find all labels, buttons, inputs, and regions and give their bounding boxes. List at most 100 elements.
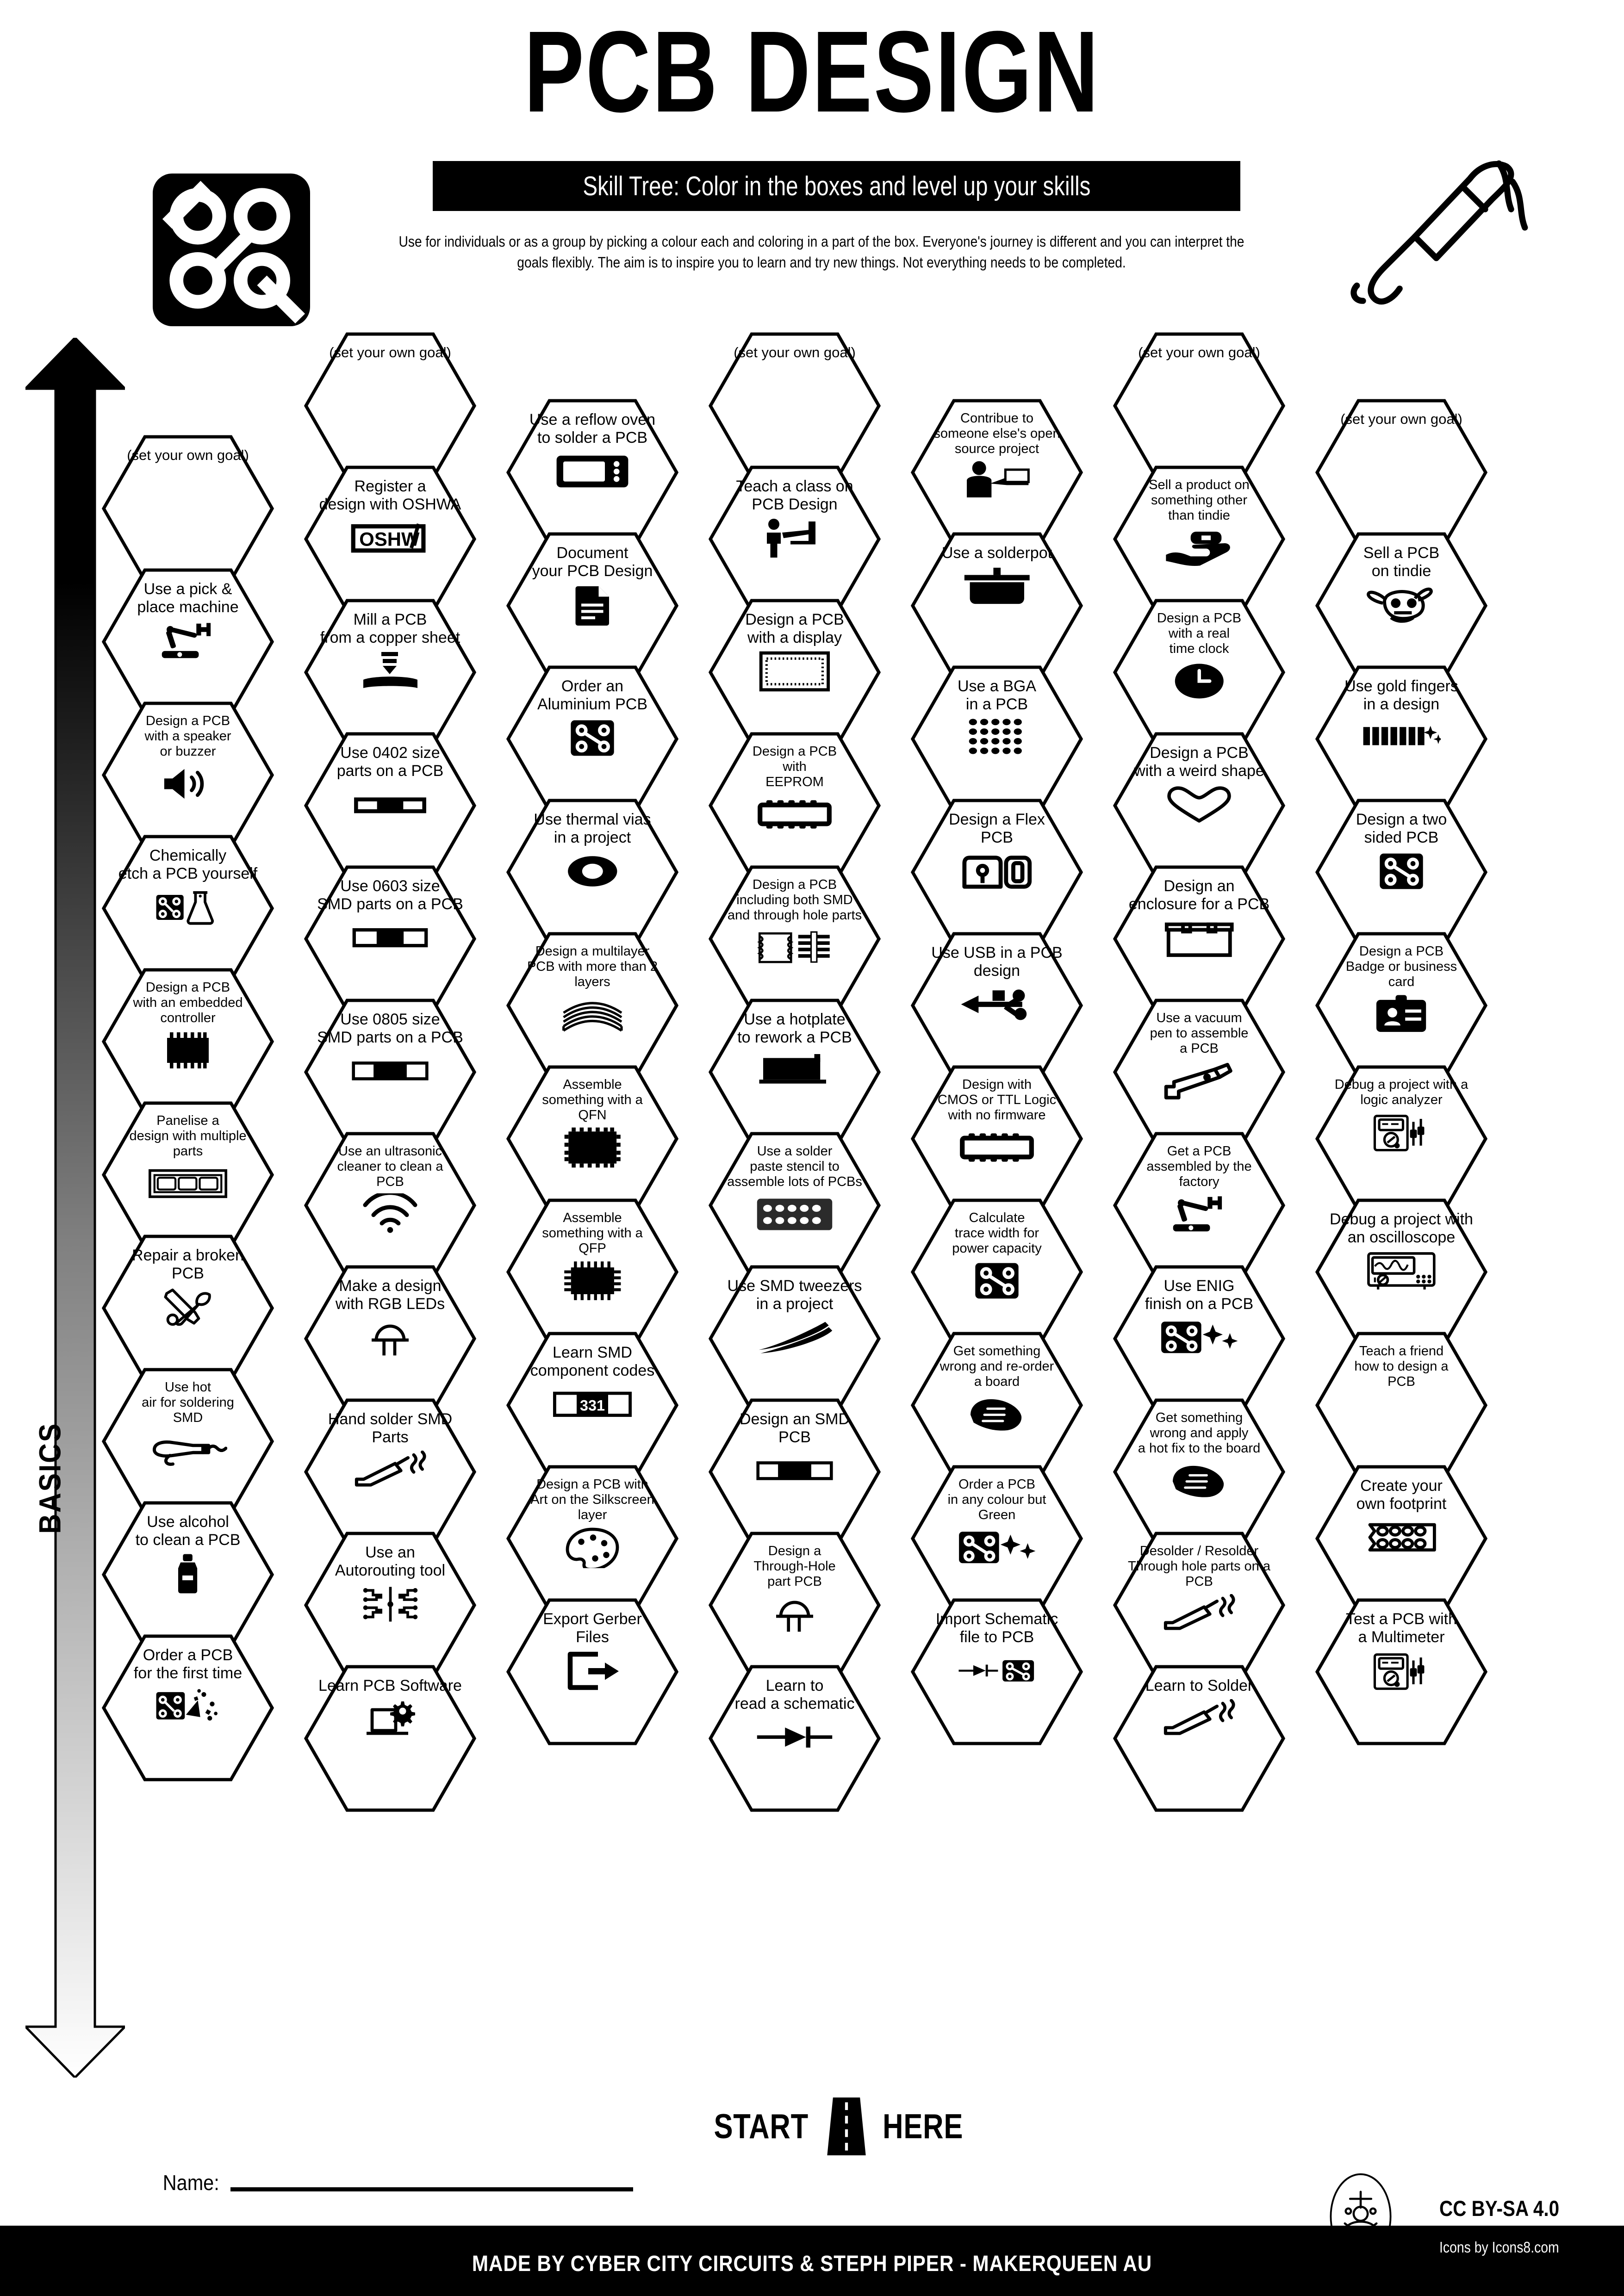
skill-hex-c1-r8[interactable]: Use hot air for soldering SMD: [102, 1368, 274, 1515]
hex-body: Design an SMD PCB: [712, 1408, 877, 1536]
resistor-331-icon: 331: [553, 1384, 632, 1425]
skill-hex-c1-r9[interactable]: Use alcohol to clean a PCB: [102, 1501, 274, 1648]
skill-hex-c5-r5[interactable]: Use USB in a PCB design: [911, 932, 1083, 1079]
skill-hex-c4-r7[interactable]: Use a solder paste stencil to assemble lot…: [709, 1132, 881, 1279]
skill-hex-c1-r1[interactable]: (set your own goal): [102, 435, 274, 582]
skill-hex-c7-r6[interactable]: Debug a project with a logic analyzer: [1315, 1065, 1487, 1212]
skill-hex-c4-r9[interactable]: Design an SMD PCB: [709, 1398, 881, 1545]
hex-label: Hand solder SMD Parts: [328, 1410, 453, 1446]
skill-hex-c6-r4[interactable]: Design a PCB with a weird shape: [1113, 732, 1285, 879]
smd-0805-icon: [351, 1050, 429, 1092]
skill-hex-c5-r10[interactable]: Import Schematic file to PCB: [911, 1598, 1083, 1745]
skill-hex-c4-r8[interactable]: Use SMD tweezers in a project: [709, 1265, 881, 1412]
skill-hex-c4-r11[interactable]: Learn to read a schematic: [709, 1665, 881, 1812]
skill-hex-c7-r10[interactable]: Test a PCB with a Multimeter: [1315, 1598, 1487, 1745]
skill-hex-c6-r5[interactable]: Design an enclosure for a PCB: [1113, 865, 1285, 1012]
skill-hex-c5-r6[interactable]: Design with CMOS or TTL Logic with no firm…: [911, 1065, 1083, 1212]
skill-hex-c6-r9[interactable]: Get something wrong and apply a hot fix to…: [1113, 1398, 1285, 1545]
skill-hex-c3-r2[interactable]: Document your PCB Design: [506, 532, 678, 679]
oshw-logo-icon: OSHW: [351, 517, 429, 559]
skill-hex-c4-r6[interactable]: Use a hotplate to rework a PCB: [709, 999, 881, 1146]
hex-label: Learn to Solder: [1145, 1677, 1253, 1694]
hex-body: Use a vacuum pen to assemble a PCB: [1117, 1008, 1282, 1136]
page-title: PCB DESIGN: [524, 7, 1100, 136]
skill-hex-c3-r9[interactable]: Design a PCB with Art on the Silkscreen la…: [506, 1465, 678, 1612]
skill-hex-c7-r4[interactable]: Design a two sided PCB: [1315, 799, 1487, 946]
solderpot-icon: [958, 566, 1036, 608]
skill-hex-c1-r6[interactable]: Panelise a design with multiple parts: [102, 1101, 274, 1248]
skill-hex-c4-r4[interactable]: Design a PCB with EEPROM: [709, 732, 881, 879]
skill-hex-c6-r10[interactable]: Desolder / Resolder Through hole parts on…: [1113, 1532, 1285, 1679]
skill-hex-c2-r9[interactable]: Hand solder SMD Parts: [304, 1398, 476, 1545]
skill-hex-c1-r7[interactable]: Repair a broken PCB: [102, 1235, 274, 1382]
hex-label: Teach a class on PCB Design: [736, 478, 853, 513]
skill-hex-c2-r3[interactable]: Mill a PCB from a copper sheet: [304, 599, 476, 746]
hex-body: Sell a product on something other than tin…: [1117, 475, 1282, 603]
skill-hex-c3-r6[interactable]: Assemble something with a QFN: [506, 1065, 678, 1212]
skill-hex-c6-r11[interactable]: Learn to Solder: [1113, 1665, 1285, 1812]
skill-hex-c5-r7[interactable]: Calculate trace width for power capacity: [911, 1198, 1083, 1346]
skill-hex-c2-r6[interactable]: Use 0805 size SMD parts on a PCB: [304, 999, 476, 1146]
hex-label: Use a reflow oven to solder a PCB: [529, 411, 656, 447]
skill-hex-c3-r4[interactable]: Use thermal vias in a project: [506, 799, 678, 946]
subtitle-banner: Skill Tree: Color in the boxes and level…: [433, 161, 1240, 211]
skill-hex-c7-r9[interactable]: Create your own footprint: [1315, 1465, 1487, 1612]
skill-hex-c6-r6[interactable]: Use a vacuum pen to assemble a PCB: [1113, 999, 1285, 1146]
skill-hex-c1-r3[interactable]: Design a PCB with a speaker or buzzer: [102, 701, 274, 849]
name-input-line[interactable]: [230, 2187, 634, 2191]
skill-hex-c7-r2[interactable]: Sell a PCB on tindie: [1315, 532, 1487, 679]
skill-hex-c5-r9[interactable]: Order a PCB in any colour but Green: [911, 1465, 1083, 1612]
skill-hex-c7-r1[interactable]: (set your own goal): [1315, 399, 1487, 546]
skill-hex-c5-r3[interactable]: Use a BGA in a PCB: [911, 665, 1083, 813]
skill-hex-c6-r2[interactable]: Sell a product on something other than tin…: [1113, 465, 1285, 613]
flex-pcb-icon: [958, 850, 1036, 892]
badge-icon: [1362, 993, 1441, 1035]
teacher-icon: [755, 517, 834, 559]
skill-hex-c3-r8[interactable]: Learn SMD component codes 331: [506, 1332, 678, 1479]
skill-hex-c3-r3[interactable]: Order an Aluminium PCB: [506, 665, 678, 813]
skill-hex-c2-r10[interactable]: Use an Autorouting tool: [304, 1532, 476, 1679]
skill-hex-c6-r1[interactable]: (set your own goal): [1113, 332, 1285, 479]
skill-hex-c7-r5[interactable]: Design a PCB Badge or business card: [1315, 932, 1487, 1079]
skill-hex-c4-r1[interactable]: (set your own goal): [709, 332, 881, 479]
oscilloscope-icon: [1362, 1250, 1441, 1292]
skill-hex-c5-r2[interactable]: Use a solderpot: [911, 532, 1083, 679]
skill-hex-c5-r1[interactable]: Contribue to someone else's open source pr…: [911, 399, 1083, 546]
skill-hex-c1-r5[interactable]: Design a PCB with an embedded controller: [102, 968, 274, 1115]
hex-label: Design a PCB with a speaker or buzzer: [144, 714, 231, 759]
skill-hex-c2-r11[interactable]: Learn PCB Software: [304, 1665, 476, 1812]
skill-hex-c3-r10[interactable]: Export Gerber Files: [506, 1598, 678, 1745]
hex-label: (set your own goal): [329, 344, 451, 360]
hex-label: Design with CMOS or TTL Logic with no firm…: [937, 1077, 1057, 1123]
skill-hex-c4-r2[interactable]: Teach a class on PCB Design: [709, 465, 881, 613]
hex-label: Design a PCB with an embedded controller: [133, 980, 243, 1026]
document-icon: [553, 584, 632, 626]
skill-hex-c4-r3[interactable]: Design a PCB with a display: [709, 599, 881, 746]
skill-hex-c4-r5[interactable]: Design a PCB including both SMD and throug…: [709, 865, 881, 1012]
skill-hex-c6-r3[interactable]: Design a PCB with a real time clock: [1113, 599, 1285, 746]
hex-body: Use an Autorouting tool: [308, 1541, 473, 1669]
skill-hex-c2-r7[interactable]: Use an ultrasonic cleaner to clean a PCB: [304, 1132, 476, 1279]
skill-hex-c6-r7[interactable]: Get a PCB assembled by the factory: [1113, 1132, 1285, 1279]
skill-hex-c2-r4[interactable]: Use 0402 size parts on a PCB: [304, 732, 476, 879]
skill-hex-c5-r4[interactable]: Design a Flex PCB: [911, 799, 1083, 946]
skill-hex-c2-r1[interactable]: (set your own goal): [304, 332, 476, 479]
skill-hex-c2-r8[interactable]: Make a design with RGB LEDs: [304, 1265, 476, 1412]
skill-hex-c2-r5[interactable]: Use 0603 size SMD parts on a PCB: [304, 865, 476, 1012]
stencil-icon: [755, 1193, 834, 1235]
skill-hex-c3-r7[interactable]: Assemble something with a QFP: [506, 1198, 678, 1346]
skill-hex-c6-r8[interactable]: Use ENIG finish on a PCB: [1113, 1265, 1285, 1412]
skill-hex-c7-r7[interactable]: Debug a project with an oscilloscope: [1315, 1198, 1487, 1346]
skill-hex-c1-r10[interactable]: Order a PCB for the first time: [102, 1634, 274, 1781]
skill-hex-c7-r8[interactable]: Teach a friend how to design a PCB: [1315, 1332, 1487, 1479]
skill-hex-c4-r10[interactable]: Design a Through-Hole part PCB: [709, 1532, 881, 1679]
skill-hex-c7-r3[interactable]: Use gold fingers in a design: [1315, 665, 1487, 813]
hex-outline: [304, 1665, 476, 1812]
skill-hex-c3-r1[interactable]: Use a reflow oven to solder a PCB: [506, 399, 678, 546]
hex-label: Learn SMD component codes: [530, 1344, 655, 1379]
skill-hex-c1-r2[interactable]: Use a pick & place machine: [102, 568, 274, 715]
skill-hex-c2-r2[interactable]: Register a design with OSHWA OSHW: [304, 465, 476, 613]
skill-hex-c1-r4[interactable]: Chemically etch a PCB yourself: [102, 835, 274, 982]
skill-hex-c5-r8[interactable]: Get something wrong and re-order a board: [911, 1332, 1083, 1479]
